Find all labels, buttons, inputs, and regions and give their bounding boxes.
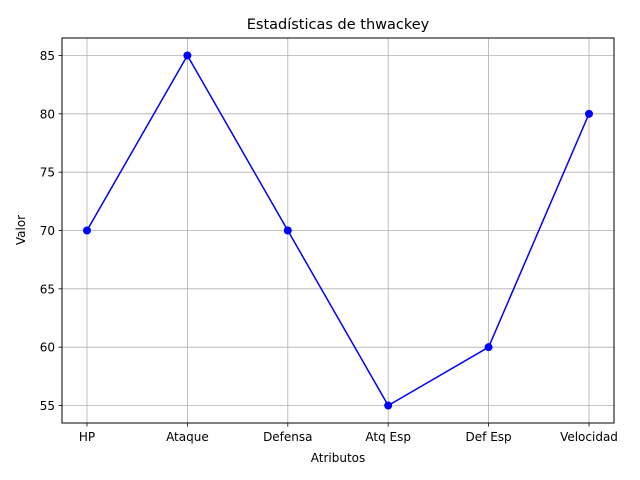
y-tick-label: 80 [40,107,55,121]
y-tick-label: 70 [40,224,55,238]
y-axis-ticks: 55 60 65 70 75 80 85 [40,49,62,413]
y-tick-label: 75 [40,166,55,180]
data-point [183,51,192,60]
x-tick-label: Defensa [263,430,312,444]
x-tick-label: Ataque [166,430,209,444]
data-point [484,343,493,352]
data-point [384,401,393,410]
chart-title: Estadísticas de thwackey [247,17,430,33]
data-series [83,51,593,410]
data-point [585,109,593,118]
y-tick-label: 55 [40,399,55,413]
data-point [283,226,292,235]
y-tick-label: 60 [40,341,55,355]
y-tick-label: 85 [40,49,55,63]
x-tick-label: Velocidad [560,430,618,444]
x-axis-ticks: HP Ataque Defensa Atq Esp Def Esp Velocidad [79,423,618,444]
x-tick-label: HP [79,430,95,444]
series-line [86,54,590,407]
x-tick-label: Atq Esp [365,430,411,444]
x-axis-label: Atributos [311,451,366,465]
y-axis-label: Valor [14,215,28,245]
y-tick-label: 65 [40,282,55,296]
x-tick-label: Def Esp [466,430,512,444]
data-point [83,226,91,235]
